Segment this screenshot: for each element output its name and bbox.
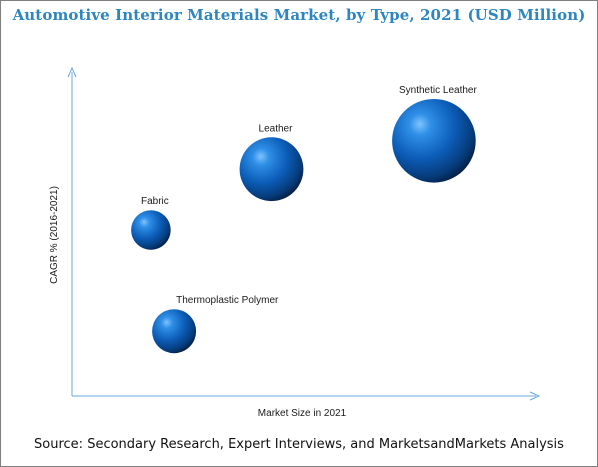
bubble-label-fabric: Fabric [141,196,169,207]
x-axis-arrow-icon [529,391,541,401]
y-axis-label: CAGR % (2016-2021) [49,186,60,284]
chart-title: Automotive Interior Materials Market, by… [12,6,586,24]
bubble-label-leather: Leather [259,123,294,134]
bubble-leather [239,137,304,202]
y-axis-arrow-icon [67,66,77,78]
x-axis-label: Market Size in 2021 [258,408,347,419]
bubble-synthetic-leather [392,99,476,183]
bubble-fabric [131,210,171,250]
x-axis [72,391,541,401]
y-axis [67,66,77,396]
bubble-label-thermoplastic-polymer: Thermoplastic Polymer [176,295,279,306]
bubble-label-synthetic-leather: Synthetic Leather [399,85,477,96]
bubbles-layer: Fabric Leather Synthetic Leather Thermoplas… [131,85,477,354]
bubble-thermoplastic-polymer [152,309,197,354]
source-note: Source: Secondary Research, Expert Inter… [34,437,564,452]
